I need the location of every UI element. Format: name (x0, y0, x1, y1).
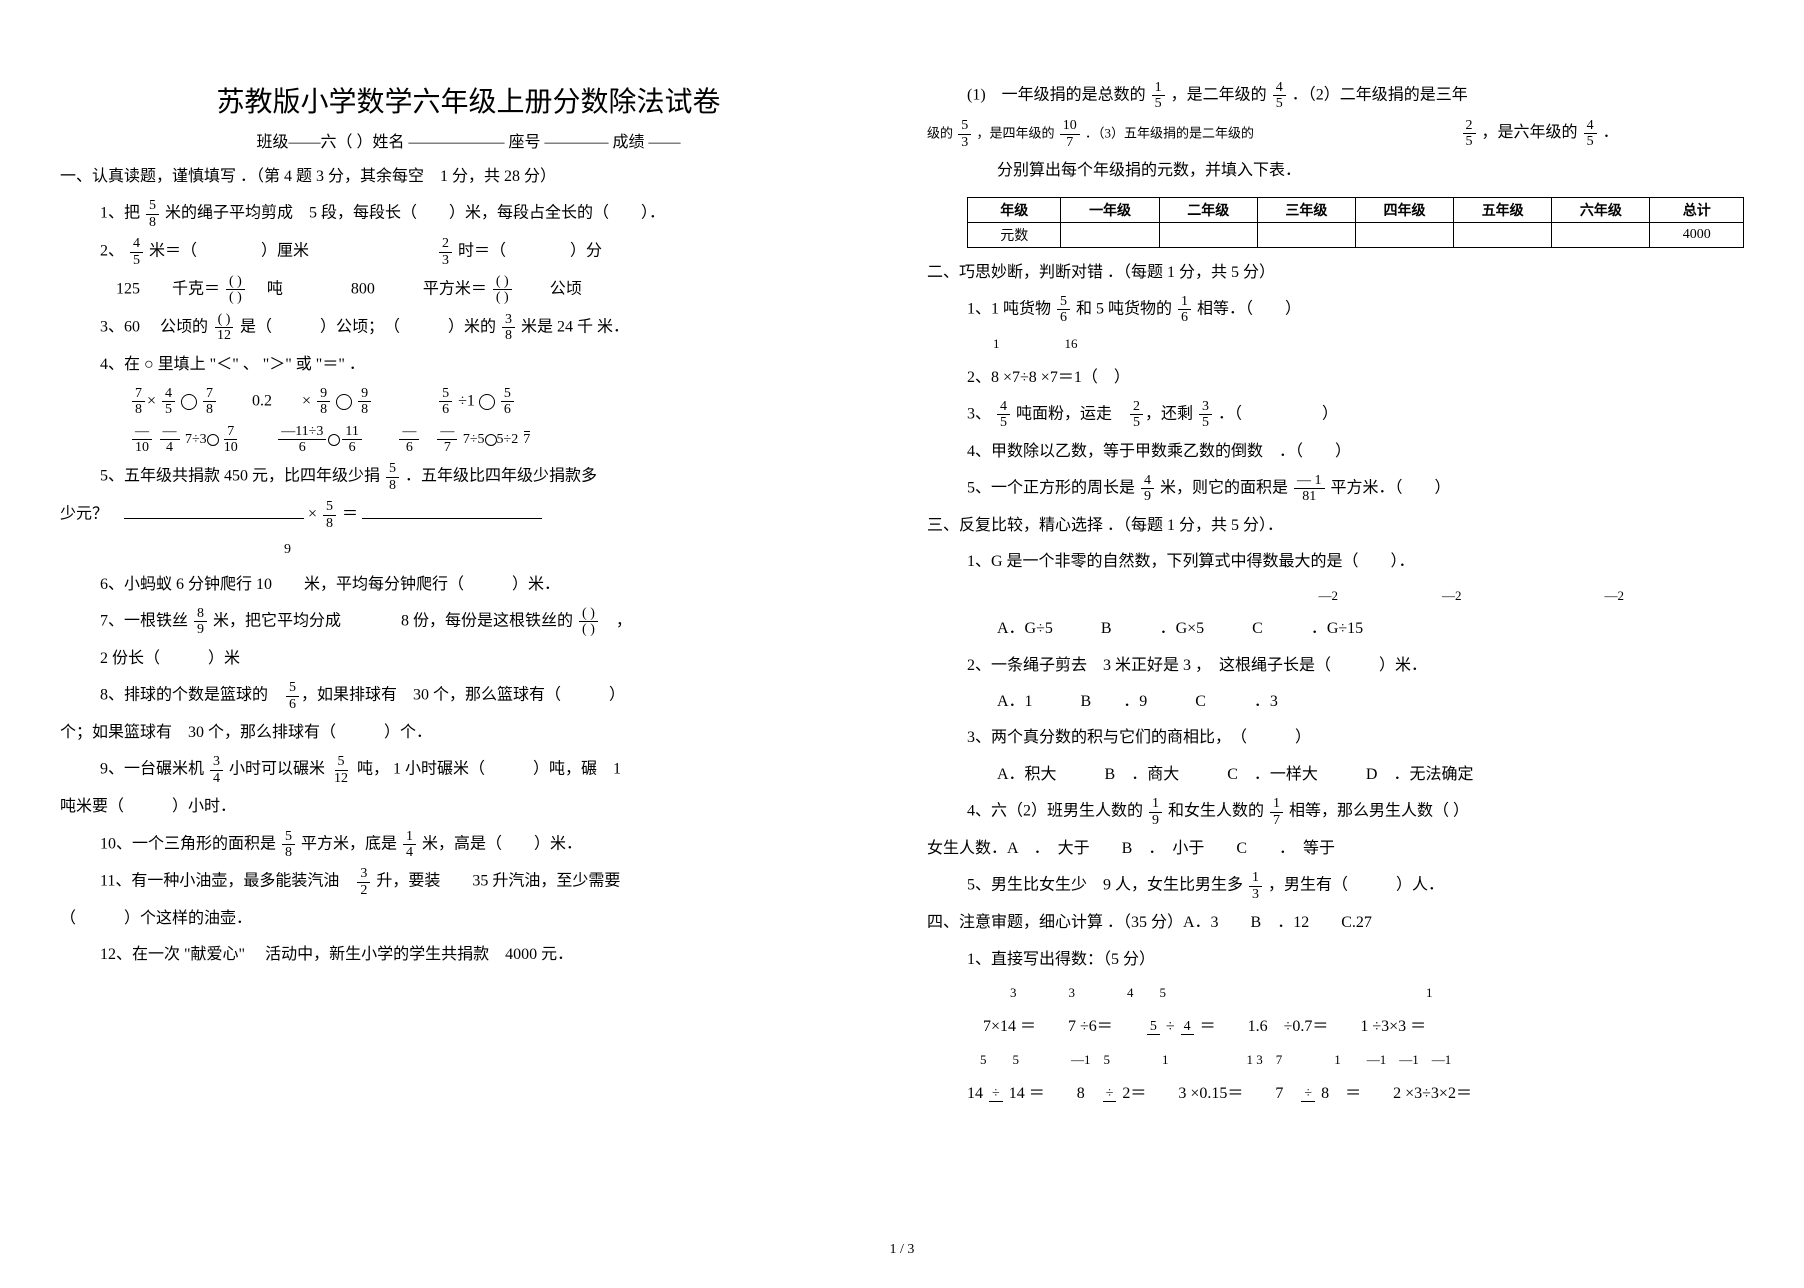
q8-line1: 8、排球的个数是篮球的 56，如果排球有 30 个，那么篮球有（ ） (60, 680, 877, 712)
c1-opts: A．G÷5 B ．G×5 C ．G÷15 (927, 614, 1744, 644)
c4b: 女生人数．A ． 大于 B ． 小于 C ． 等于 (927, 834, 1744, 864)
q5-line1: 5、五年级共捐款 450 元，比四年级少捐 58 ．五年级比四年级少捐款多 (60, 461, 877, 493)
page-number: 1 / 3 (60, 1242, 1744, 1258)
section-4-title: 四、注意审题，细心计算 ．（35 分）A．3 B ．12 C.27 (927, 908, 1744, 938)
j4: 4、甲数除以乙数，等于甲数乘乙数的倒数 ．（ ） (927, 437, 1744, 467)
th-total: 总计 (1650, 197, 1744, 222)
section-2-title: 二、巧思妙断，判断对错 ．（每题 1 分，共 5 分） (927, 258, 1744, 288)
q2-line1: 2、 45 米＝（ ）厘米 23 时＝（ ）分 (60, 236, 877, 268)
q9-line2: 吨米要（ ）小时． (60, 792, 877, 822)
q6: 6、小蚂蚁 6 分钟爬行 10 米，平均每分钟爬行（ ）米． (60, 570, 877, 600)
c3: 3、两个真分数的积与它们的商相比， （ ） (927, 723, 1744, 753)
j1b: 1 16 (927, 332, 1744, 357)
q4-row2: —10 —4 7÷3710 —11÷36116 —6 —7 7÷55÷2 7 (60, 424, 877, 456)
q4-title: 4、在 ○ 里填上 "＜" 、 "＞" 或 "＝" ． (60, 350, 877, 380)
calc-sup1: 3 3 4 5 1 (927, 981, 1744, 1006)
q10: 10、一个三角形的面积是 58 平方米，底是 14 米，高是（ ）米． (60, 829, 877, 861)
td-label: 元数 (968, 222, 1061, 247)
q12-sub3: 分别算出每个年级捐的元数，并填入下表． (927, 156, 1744, 186)
q8-line2: 个；如果篮球有 30 个，那么排球有（ ）个． (60, 718, 877, 748)
page-title: 苏教版小学数学六年级上册分数除法试卷 (60, 80, 877, 120)
table-header-row: 年级 一年级 二年级 三年级 四年级 五年级 六年级 总计 (968, 197, 1744, 222)
c1: 1、G 是一个非零的自然数，下列算式中得数最大的是（ ）． (927, 547, 1744, 577)
q11-line2: （ ）个这样的油壶． (60, 904, 877, 934)
th-g6: 六年级 (1552, 197, 1650, 222)
section-3-title: 三、反复比较，精心选择 ．（每题 1 分，共 5 分）． (927, 511, 1744, 541)
th-g4: 四年级 (1355, 197, 1453, 222)
q5-line2: 少元？ × 58 ＝ (60, 499, 877, 531)
table-data-row: 元数 4000 (968, 222, 1744, 247)
td-g1 (1061, 222, 1159, 247)
q7-line1: 7、一根铁丝 89 米，把它平均分成8 份，每份是这根铁丝的 ( )( ) ， (60, 606, 877, 638)
q9-line1: 9、一台碾米机 34 小时可以碾米 512 吨， 1 小时碾米（ ）吨，碾 1 (60, 754, 877, 786)
th-grade: 年级 (968, 197, 1061, 222)
td-g5 (1454, 222, 1552, 247)
td-g3 (1257, 222, 1355, 247)
c2: 2、一条绳子剪去 3 米正好是 3 ， 这根绳子长是（ ）米． (927, 651, 1744, 681)
j3: 3、 45 吨面粉，运走 25，还剩 35 ．（ ） (927, 399, 1744, 431)
j1: 1、1 吨货物 56 和 5 吨货物的 16 相等．（ ） (927, 294, 1744, 326)
q11-line1: 11、有一种小油壶，最多能装汽油 32 升，要装 35 升汽油，至少需要 (60, 866, 877, 898)
q5-line3: 9 (60, 537, 877, 564)
c4a: 4、六（2）班男生人数的 19 和女生人数的 17 相等，那么男生人数（ ） (927, 796, 1744, 828)
q4-row1: 78× 45 78 0.2× 98 98 56 ÷1 56 (60, 386, 877, 418)
q3: 3、60 公顷的 ( )12 是（ ）公顷； （ ）米的 38 米是 24 千 … (60, 312, 877, 344)
td-total: 4000 (1650, 222, 1744, 247)
calc-row2: 14 ÷ 14 ＝ 8 ÷ 2＝ 3 ×0.15＝ 7 ÷ 8 ＝ 2 ×3÷3… (927, 1079, 1744, 1109)
th-g5: 五年级 (1454, 197, 1552, 222)
grades-table: 年级 一年级 二年级 三年级 四年级 五年级 六年级 总计 元数 4000 (967, 197, 1744, 248)
left-column: 苏教版小学数学六年级上册分数除法试卷 班级——六（ ）姓名 —————— 座号 … (60, 80, 877, 1232)
c3-opts: A．积大 B ．商大 C ．一样大 D ．无法确定 (927, 760, 1744, 790)
q12-sub2: 级的 53 ，是四年级的 107 ．（3）五年级捐的是二年级的 25 ，是六年级… (927, 118, 1744, 150)
q12: 12、在一次 "献爱心" 活动中，新生小学的学生共捐款 4000 元． (60, 940, 877, 970)
q12-sub1: (1) 一年级捐的是总数的 15 ，是二年级的 45 ．（2）二年级捐的是三年 (927, 80, 1744, 112)
header-fill-line: 班级——六（ ）姓名 —————— 座号 ———— 成绩 —— (60, 128, 877, 152)
calc-row1: 7×14 ＝ 7 ÷6＝ 5 ÷ 4 ＝ 1.6 ÷0.7＝ 1 ÷3×3 ＝ (927, 1012, 1744, 1042)
q1: 1、把 58 米的绳子平均剪成 5 段，每段长（ ）米，每段占全长的（ ）． (60, 198, 877, 230)
th-g2: 二年级 (1159, 197, 1257, 222)
j2: 2、8 ×7÷8 ×7＝1（ ） (927, 363, 1744, 393)
right-column: (1) 一年级捐的是总数的 15 ，是二年级的 45 ．（2）二年级捐的是三年 … (927, 80, 1744, 1232)
td-g6 (1552, 222, 1650, 247)
c1-sup: —2 —2 —2 (927, 584, 1744, 609)
c5: 5、男生比女生少 9 人，女生比男生多 13 ，男生有（ ）人． (927, 870, 1744, 902)
c2-opts: A．1 B ．9 C ．3 (927, 687, 1744, 717)
section-1-title: 一、认真读题，谨慎填写 ．（第 4 题 3 分，其余每空 1 分，共 28 分） (60, 162, 877, 192)
q7-line2: 2 份长（ ）米 (60, 644, 877, 674)
q2-line2: 125 千克＝ ( )( ) 吨 800 平方米＝ ( )( ) 公顷 (60, 274, 877, 306)
td-g2 (1159, 222, 1257, 247)
calc-title: 1、直接写出得数：（5 分） (927, 945, 1744, 975)
td-g4 (1355, 222, 1453, 247)
th-g3: 三年级 (1257, 197, 1355, 222)
th-g1: 一年级 (1061, 197, 1159, 222)
j5: 5、一个正方形的周长是 49 米，则它的面积是 — 181 平方米．（ ） (927, 473, 1744, 505)
calc-sup2: 5 5 —1 5 1 1 3 7 1 —1 —1 —1 (927, 1048, 1744, 1073)
